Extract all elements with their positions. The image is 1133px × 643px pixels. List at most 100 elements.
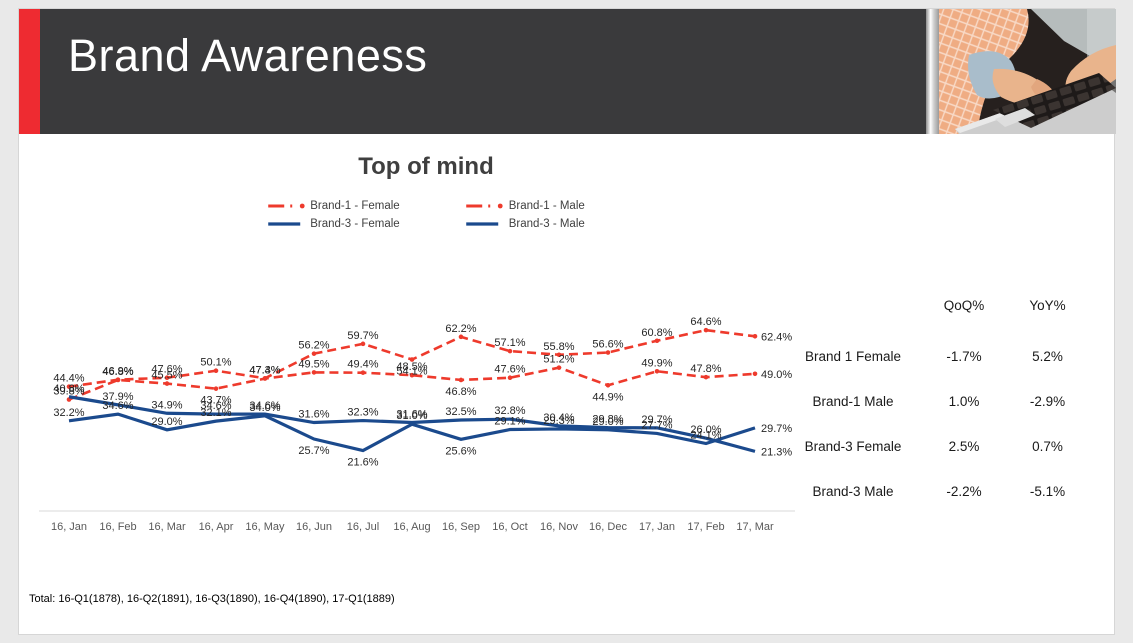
legend-item-3: Brand-3 - Female — [267, 216, 400, 232]
data-label: 47.8% — [690, 363, 721, 375]
data-label: 51.2% — [543, 354, 574, 366]
data-label: 34.6% — [200, 400, 231, 412]
data-label: 64.6% — [690, 316, 721, 328]
data-label: 31.6% — [298, 409, 329, 421]
legend-label: Brand-1 - Female — [310, 200, 400, 212]
data-label: 24.1% — [690, 430, 721, 442]
data-point-marker — [164, 375, 170, 381]
x-axis-label: 16, Oct — [492, 521, 527, 533]
x-axis-label: 16, Jan — [51, 521, 87, 533]
data-label: 60.8% — [641, 327, 672, 339]
data-point-marker — [556, 352, 562, 358]
legend-line-icon — [268, 222, 301, 226]
data-label: 29.7% — [761, 423, 792, 435]
data-label: 32.1% — [200, 407, 231, 419]
data-label: 49.5% — [298, 358, 329, 370]
x-axis-label: 17, Feb — [687, 521, 724, 533]
table-cell-yoy: 5.2% — [1032, 349, 1063, 364]
chart-area: Top of mind Brand-1 - Female Brand-1 - Ma… — [31, 143, 821, 563]
data-label: 44.9% — [592, 391, 623, 403]
table-header-qoq: QoQ% — [943, 297, 985, 313]
legend-line-icon — [466, 203, 504, 209]
data-label: 25.6% — [445, 445, 476, 457]
table-row-label: Brand-1 Male — [812, 394, 894, 409]
data-label: 62.2% — [445, 323, 476, 335]
data-label: 47.6% — [494, 364, 525, 376]
header-divider-strip — [926, 9, 939, 134]
data-point-marker — [654, 368, 660, 374]
data-label: 47.3% — [249, 365, 280, 377]
legend-label: Brand-3 - Female — [310, 218, 400, 230]
legend-item-2: Brand-1 - Male — [466, 198, 585, 214]
data-point-marker — [507, 348, 513, 354]
data-label: 48.5% — [396, 361, 427, 373]
data-label: 49.0% — [761, 369, 792, 381]
data-label: 49.9% — [641, 357, 672, 369]
data-label: 46.8% — [102, 366, 133, 378]
data-label: 39.8% — [53, 386, 84, 398]
data-label: 31.6% — [396, 409, 427, 421]
stats-table: QoQ% YoY% Brand 1 Female -1.7% 5.2% Bran… — [783, 289, 1095, 514]
chart-legend: Brand-1 - Female Brand-1 - Male Brand-3 - … — [267, 198, 585, 232]
x-axis-label: 16, Jul — [347, 521, 379, 533]
page-title: Brand Awareness — [68, 30, 428, 81]
series-line-4 — [68, 412, 756, 453]
x-axis-label: 16, Feb — [99, 521, 136, 533]
data-point-marker — [458, 377, 464, 383]
data-label: 62.4% — [761, 331, 792, 343]
legend-item-1: Brand-1 - Female — [267, 198, 400, 214]
data-point-marker — [213, 386, 219, 391]
data-label: 29.0% — [151, 416, 182, 428]
data-label: 55.8% — [543, 341, 574, 353]
legend-line-icon — [268, 203, 305, 209]
data-point-marker — [752, 333, 758, 339]
data-label: 25.7% — [298, 445, 329, 457]
red-accent-bar — [19, 9, 40, 134]
data-label: 50.1% — [200, 357, 231, 369]
data-point-marker — [703, 374, 709, 380]
table-cell-yoy: 0.7% — [1032, 439, 1063, 454]
x-axis-label: 16, Sep — [442, 521, 480, 533]
data-label: 56.2% — [298, 340, 329, 352]
data-label: 31.0% — [396, 410, 427, 422]
table-cell-qoq: 1.0% — [948, 394, 980, 409]
data-label: 57.1% — [494, 337, 525, 349]
series-line-2 — [68, 366, 756, 401]
data-point-marker — [311, 351, 317, 356]
data-label: 29.8% — [592, 414, 623, 426]
x-axis-label: 16, Mar — [148, 521, 186, 533]
data-point-marker — [66, 384, 72, 389]
data-label: 29.3% — [543, 415, 574, 427]
x-axis-label: 17, Jan — [639, 521, 675, 533]
data-label: 34.6% — [249, 400, 280, 412]
data-label: 47.6% — [151, 364, 182, 376]
table-cell-yoy: -2.9% — [1029, 394, 1066, 409]
data-label: 49.4% — [347, 359, 378, 371]
data-point-marker — [605, 350, 611, 355]
table-corner — [783, 289, 923, 321]
data-label: 47.4% — [249, 364, 280, 376]
data-point-marker — [409, 357, 415, 362]
table-header-yoy: YoY% — [1029, 297, 1066, 313]
x-axis-label: 16, Dec — [589, 521, 627, 533]
table-row-label: Brand 1 Female — [804, 349, 902, 364]
table-cell-qoq: -1.7% — [946, 349, 982, 364]
data-point-marker — [409, 372, 415, 378]
header-photo — [939, 9, 1116, 134]
data-label: 32.2% — [53, 407, 84, 419]
x-axis-label: 16, May — [245, 521, 285, 533]
x-axis-label: 16, Jun — [296, 521, 332, 533]
data-point-marker — [213, 368, 219, 374]
legend-line-icon — [466, 222, 499, 226]
legend-label: Brand-3 - Male — [508, 218, 585, 230]
data-point-marker — [752, 371, 758, 377]
data-label: 46.9% — [102, 366, 133, 378]
header-band: Brand Awareness — [40, 9, 926, 134]
data-label: 43.7% — [200, 395, 231, 407]
data-label: 30.4% — [543, 412, 574, 424]
table-cell-qoq: -2.2% — [946, 484, 982, 499]
data-point-marker — [703, 327, 709, 333]
data-label: 26.0% — [690, 424, 721, 436]
data-label: 37.9% — [102, 391, 133, 403]
legend-item-4: Brand-3 - Male — [466, 216, 585, 232]
